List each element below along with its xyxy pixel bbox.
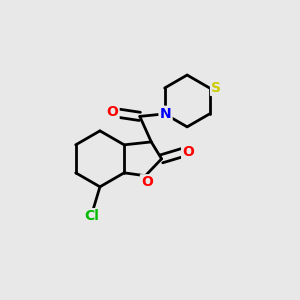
Text: O: O xyxy=(107,105,118,118)
Text: N: N xyxy=(160,107,171,121)
Text: N: N xyxy=(160,107,171,121)
Text: O: O xyxy=(141,175,153,189)
Text: Cl: Cl xyxy=(84,209,99,223)
Text: S: S xyxy=(211,81,221,95)
Text: O: O xyxy=(182,146,194,160)
